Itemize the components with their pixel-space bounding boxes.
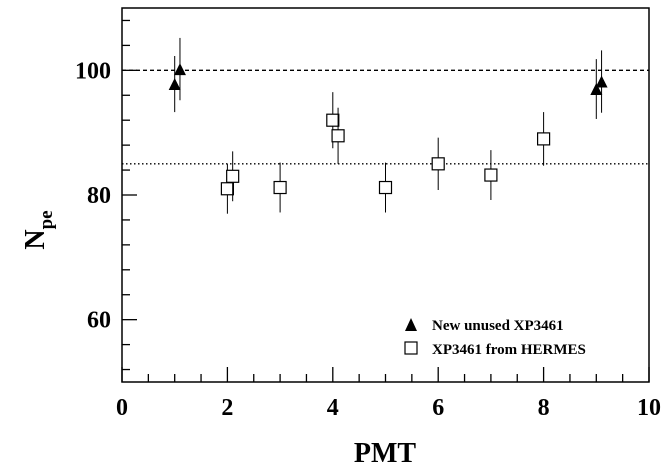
y-axis-title-main: N (20, 229, 51, 249)
square-marker (273, 180, 287, 195)
legend-label-new-unused: New unused XP3461 (432, 318, 564, 334)
triangle-marker (590, 83, 603, 96)
square-point (331, 107, 345, 164)
x-tick-label: 6 (432, 395, 444, 421)
x-tick-label: 10 (637, 395, 661, 421)
square-point (226, 151, 240, 202)
square-marker (431, 157, 445, 171)
legend-item-hermes: XP3461 from HERMES (404, 341, 586, 358)
reference-lines (122, 69, 649, 165)
square-point (536, 112, 551, 166)
square-marker (226, 169, 240, 183)
square-marker (378, 180, 393, 195)
y-tick-label: 60 (87, 308, 111, 334)
square-marker (326, 113, 340, 127)
square-marker (331, 129, 345, 143)
x-tick-label: 4 (327, 395, 339, 421)
x-axis-tick-labels: 0 2 4 6 8 10 (116, 395, 661, 421)
y-axis-title: Npe (20, 210, 57, 249)
square-marker (220, 182, 234, 196)
y-tick-label: 80 (87, 183, 111, 209)
square-marker (536, 132, 551, 146)
x-tick-label: 8 (538, 395, 550, 421)
square-point (484, 150, 498, 200)
legend: New unused XP3461 XP3461 from HERMES (404, 318, 586, 358)
y-tick-label: 100 (75, 58, 111, 84)
y-axis-tick-labels: 60 80 100 (75, 58, 111, 333)
triangle-point (590, 59, 603, 119)
triangle-marker (173, 63, 186, 76)
x-axis-ticks (121, 367, 650, 382)
legend-square-marker (404, 341, 418, 355)
triangle-point (168, 55, 181, 113)
y-axis-title-subscript: pe (36, 210, 57, 229)
legend-triangle-marker (405, 318, 417, 331)
x-tick-label: 0 (116, 395, 128, 421)
triangle-marker (168, 78, 181, 91)
triangle-point (173, 37, 186, 101)
triangle-point (595, 50, 608, 113)
square-point (431, 137, 445, 191)
x-tick-label: 2 (221, 395, 233, 421)
square-point (273, 162, 287, 213)
y-axis-ticks (122, 19, 137, 371)
data-points (168, 37, 608, 214)
triangle-marker (595, 75, 608, 88)
square-marker (484, 168, 498, 182)
square-point (378, 162, 393, 213)
legend-item-new-unused: New unused XP3461 (405, 318, 564, 334)
svg-text:Npe: Npe (20, 210, 57, 249)
x-axis-title: PMT (354, 438, 417, 469)
legend-label-hermes: XP3461 from HERMES (432, 342, 586, 358)
